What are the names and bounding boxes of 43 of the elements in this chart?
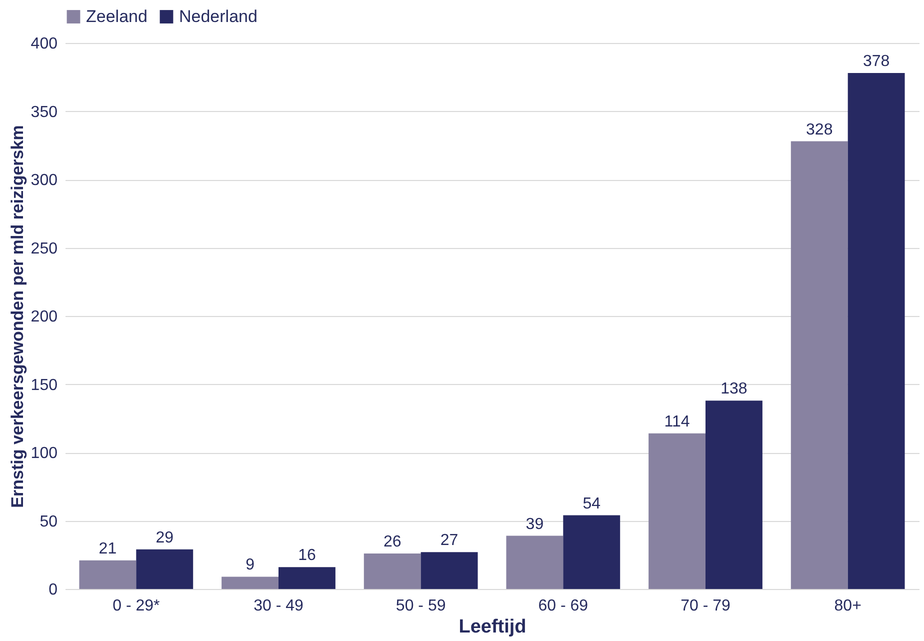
legend-label: Nederland xyxy=(179,6,258,26)
bar xyxy=(364,554,421,589)
y-tick-label: 400 xyxy=(30,36,58,52)
data-label: 54 xyxy=(582,495,601,512)
x-tick-label: 0 - 29* xyxy=(112,598,160,614)
bar xyxy=(563,515,620,589)
data-label: 378 xyxy=(862,53,890,70)
y-tick-label: 100 xyxy=(30,445,58,462)
bar xyxy=(790,141,848,589)
data-label: 21 xyxy=(98,540,117,558)
data-label: 328 xyxy=(806,121,833,138)
x-tick-label: 70 - 79 xyxy=(680,598,731,614)
x-tick-label: 60 - 69 xyxy=(538,598,588,614)
bar xyxy=(506,536,564,589)
data-label: 29 xyxy=(156,529,174,546)
bar xyxy=(222,576,278,589)
data-label: 39 xyxy=(526,516,544,533)
data-label: 114 xyxy=(664,413,690,430)
y-tick-label: 0 xyxy=(48,582,58,598)
data-label: 16 xyxy=(298,547,316,564)
y-tick-label: 150 xyxy=(30,376,58,394)
y-axis-title: Ernstig verkeersgewonden per mld reizigerskm xyxy=(8,125,27,508)
bar xyxy=(420,552,478,589)
y-tick-label: 350 xyxy=(30,104,58,121)
data-label: 27 xyxy=(440,532,458,550)
bar xyxy=(136,549,194,589)
x-tick-label: 30 - 49 xyxy=(254,598,304,614)
bar xyxy=(648,433,706,589)
x-tick-label: 50 - 59 xyxy=(396,598,446,614)
legend-label: Zeeland xyxy=(86,6,148,26)
x-axis-title: Leeftijd xyxy=(458,616,526,638)
data-label: 138 xyxy=(720,380,748,398)
bar xyxy=(848,73,905,589)
y-tick-label: 250 xyxy=(30,240,58,258)
bar xyxy=(79,560,136,589)
bar xyxy=(278,567,336,589)
data-label: 9 xyxy=(246,556,255,574)
x-tick-label: 80+ xyxy=(834,598,862,614)
data-label: 26 xyxy=(383,534,402,551)
y-tick-label: 300 xyxy=(30,172,58,189)
bar xyxy=(706,400,762,589)
y-tick-label: 200 xyxy=(30,308,58,326)
y-tick-label: 50 xyxy=(40,513,58,530)
